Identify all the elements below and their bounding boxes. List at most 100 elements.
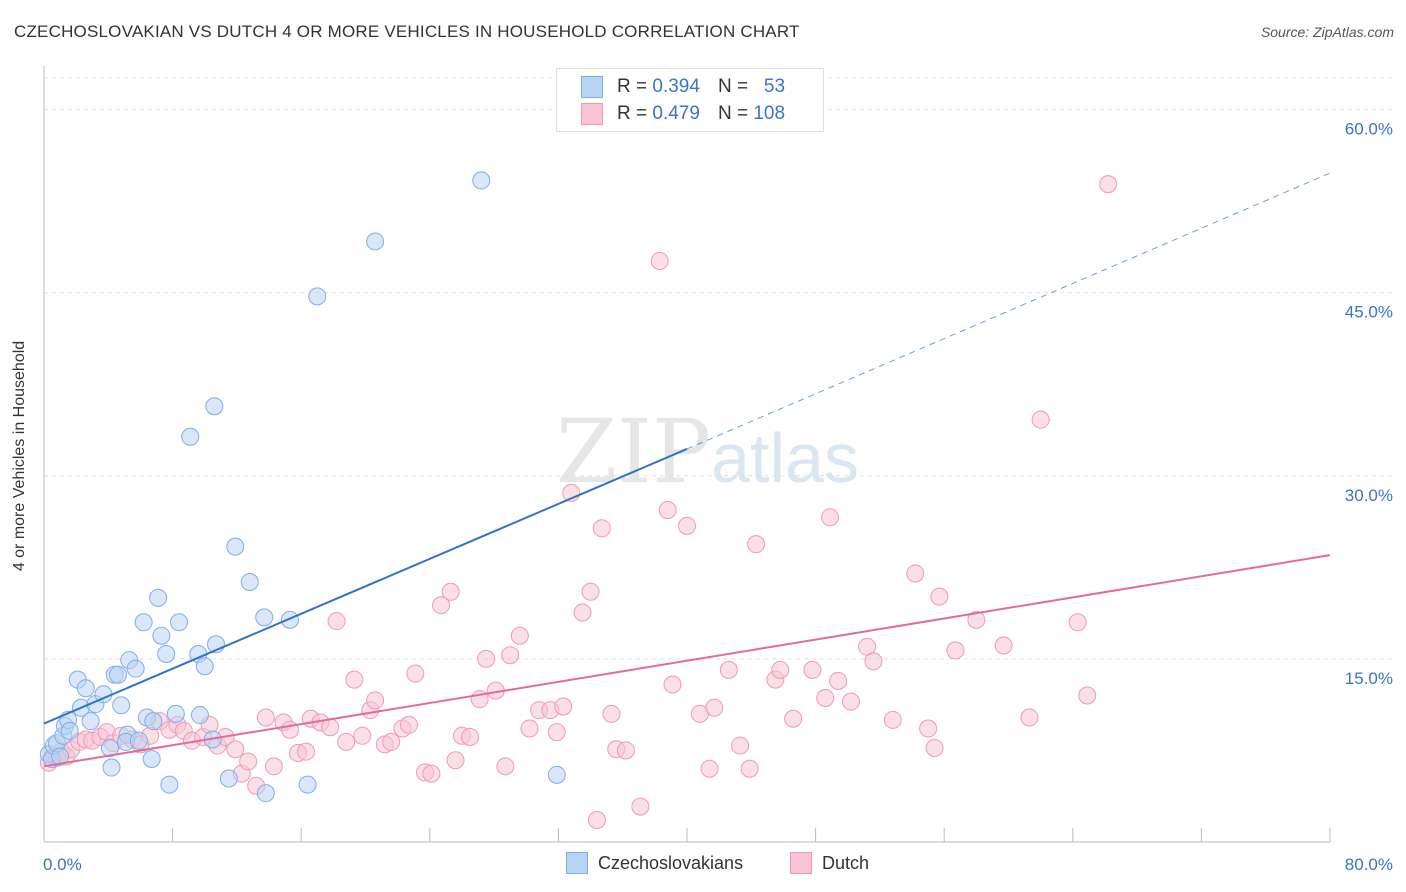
chart-title: CZECHOSLOVAKIAN VS DUTCH 4 OR MORE VEHIC… — [14, 22, 800, 41]
dutch-point — [678, 516, 696, 535]
dutch-point — [592, 519, 611, 538]
tick-labels: 15.0% 30.0% 45.0% 60.0% 0.0% 80.0% — [43, 120, 1393, 874]
czech-point — [190, 706, 209, 725]
dutch-point — [353, 726, 372, 745]
dutch-r-label: R = — [617, 103, 648, 124]
dutch-point — [946, 641, 965, 660]
dutch-point — [501, 646, 520, 665]
dutch-swatch — [581, 103, 603, 125]
dutch-point — [930, 587, 949, 606]
czech-r-label: R = — [617, 76, 648, 97]
dutch-point — [406, 664, 425, 683]
czech-point — [160, 775, 179, 794]
dutch-legend-label: Dutch — [822, 852, 870, 873]
dutch-point — [816, 688, 835, 707]
dutch-point — [573, 603, 592, 622]
czech-legend-swatch — [566, 852, 588, 874]
dutch-point — [510, 626, 529, 645]
czech-points — [39, 171, 566, 803]
czech-point — [149, 588, 168, 607]
czech-point — [280, 610, 299, 629]
dutch-point — [297, 742, 316, 761]
source-label: Source: ZipAtlas.com — [1260, 24, 1394, 40]
dutch-n-label: N = — [717, 103, 749, 124]
dutch-point — [432, 596, 451, 615]
dutch-point — [256, 708, 275, 727]
dutch-point — [422, 764, 441, 783]
dutch-point — [554, 697, 573, 716]
x-tick-label-last: 80.0% — [1345, 855, 1393, 874]
dutch-point — [740, 759, 759, 778]
x-tick-label-first: 0.0% — [43, 855, 82, 874]
dutch-point — [1099, 175, 1118, 194]
czech-point — [195, 657, 214, 676]
watermark: ZIPatlas — [556, 400, 859, 503]
dutch-point — [803, 660, 822, 679]
dutch-point — [841, 692, 860, 711]
dutch-trend-line — [43, 554, 1331, 768]
dutch-point — [771, 660, 790, 679]
y-tick-label: 45.0% — [1345, 303, 1393, 322]
czech-point — [166, 704, 185, 723]
czech-point — [108, 665, 127, 684]
dutch-point — [616, 741, 635, 760]
correlation-legend: R = 0.394 N = 53 R = 0.479 N = 108 — [556, 68, 824, 132]
czech-point — [81, 712, 100, 731]
legend-row-czech: R = 0.394 N = 53 — [581, 75, 785, 99]
dutch-point — [581, 582, 600, 601]
czech-n-value: 53 — [763, 76, 786, 97]
dutch-point — [587, 811, 606, 830]
dutch-point — [547, 723, 566, 742]
dutch-r-value: 0.479 — [652, 103, 700, 124]
dutch-point — [280, 720, 299, 739]
dutch-point — [460, 728, 479, 747]
czech-point — [255, 608, 274, 627]
czech-point — [256, 784, 275, 803]
dutch-point — [631, 797, 650, 816]
y-tick-label: 15.0% — [1345, 669, 1393, 688]
watermark-atlas: atlas — [711, 419, 859, 497]
dutch-point — [1078, 686, 1097, 705]
legend-row-dutch: R = 0.479 N = 108 — [581, 102, 785, 126]
czech-point — [240, 573, 259, 592]
dutch-point — [731, 736, 750, 755]
czech-point — [51, 747, 70, 766]
dutch-point — [441, 582, 460, 601]
czech-r-value: 0.394 — [652, 76, 700, 97]
dutch-point — [747, 535, 766, 554]
czech-point — [102, 758, 121, 777]
dutch-point — [1020, 708, 1039, 727]
czech-point — [181, 427, 200, 446]
czech-trend-extension — [686, 172, 1331, 450]
dutch-point — [650, 251, 669, 270]
dutch-point — [520, 719, 539, 738]
czech-trend-line — [43, 448, 688, 725]
trend-lines — [43, 172, 1331, 768]
czech-point — [129, 731, 148, 750]
czech-point — [60, 721, 79, 740]
dutch-point — [399, 715, 418, 734]
dutch-point — [919, 719, 938, 738]
dutch-point — [382, 732, 401, 751]
grid-lines — [44, 77, 1395, 660]
y-tick-label: 30.0% — [1345, 486, 1393, 505]
dutch-point — [994, 636, 1013, 655]
dutch-point — [784, 709, 803, 728]
axes — [43, 66, 1331, 843]
czech-point — [308, 287, 327, 306]
czech-point — [547, 765, 566, 784]
dutch-point — [864, 652, 883, 671]
dutch-point — [705, 698, 724, 717]
dutch-point — [925, 739, 944, 758]
dutch-point — [602, 704, 621, 723]
dutch-point — [700, 759, 719, 778]
dutch-points — [39, 175, 1118, 830]
dutch-point — [366, 691, 385, 710]
dutch-point — [663, 675, 682, 694]
czech-point — [126, 659, 145, 678]
dutch-point — [967, 610, 986, 629]
dutch-point — [906, 564, 925, 583]
czech-point — [170, 613, 189, 632]
dutch-point — [327, 612, 346, 631]
